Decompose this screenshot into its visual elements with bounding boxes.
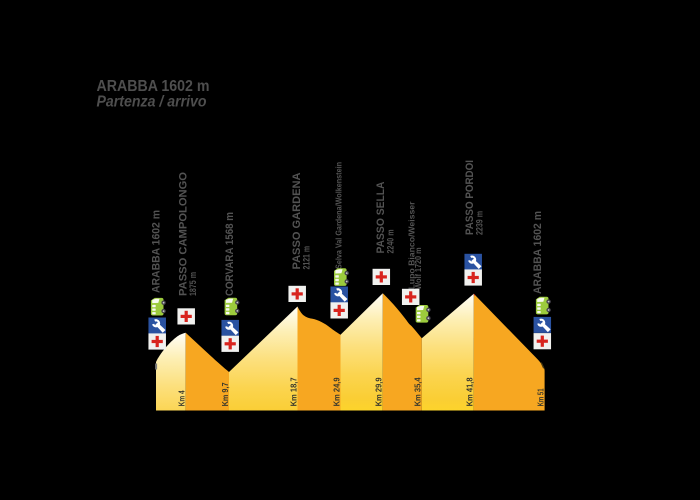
svg-text:Partenza / arrivo: Partenza / arrivo bbox=[97, 94, 207, 111]
svg-text:ARABBA 1602 m: ARABBA 1602 m bbox=[151, 210, 163, 293]
svg-text:Wolf 1720 m: Wolf 1720 m bbox=[414, 248, 423, 290]
svg-text:Km 18,7: Km 18,7 bbox=[289, 377, 298, 407]
svg-text:PASSO SELLA: PASSO SELLA bbox=[375, 181, 387, 253]
svg-text:CORVARA 1568 m: CORVARA 1568 m bbox=[224, 212, 236, 296]
svg-text:Km 24,9: Km 24,9 bbox=[332, 377, 341, 407]
svg-text:Km 35,4: Km 35,4 bbox=[414, 377, 423, 407]
svg-text:2121 m: 2121 m bbox=[302, 246, 312, 270]
svg-text:ARABBA 1602 m: ARABBA 1602 m bbox=[532, 211, 544, 294]
svg-text:Selva Val Gardena/Wolkenstein: Selva Val Gardena/Wolkenstein bbox=[335, 162, 344, 269]
svg-text:Km 29,9: Km 29,9 bbox=[375, 377, 384, 407]
svg-text:2240 m: 2240 m bbox=[386, 230, 396, 254]
svg-text:PASSO CAMPOLONGO: PASSO CAMPOLONGO bbox=[178, 172, 190, 296]
svg-text:PASSO PORDOI: PASSO PORDOI bbox=[464, 160, 476, 235]
svg-text:2239 m: 2239 m bbox=[475, 211, 485, 235]
svg-text:PASSO GARDENA: PASSO GARDENA bbox=[291, 172, 303, 269]
svg-text:Km 41,8: Km 41,8 bbox=[466, 377, 475, 407]
svg-text:Km 4: Km 4 bbox=[178, 390, 187, 406]
svg-text:Lupo Bianco/Weisser: Lupo Bianco/Weisser bbox=[408, 202, 417, 290]
svg-text:Km 9,7: Km 9,7 bbox=[221, 382, 230, 407]
svg-text:Km 51: Km 51 bbox=[536, 388, 545, 406]
svg-text:1875 m: 1875 m bbox=[188, 272, 198, 296]
svg-text:ARABBA 1602 m: ARABBA 1602 m bbox=[97, 78, 210, 95]
